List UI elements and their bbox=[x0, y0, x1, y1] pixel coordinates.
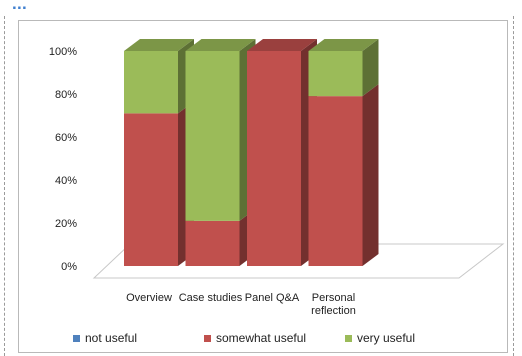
bar-overview-very-useful-front bbox=[124, 51, 178, 114]
legend-label-somewhat-useful: somewhat useful bbox=[216, 331, 306, 345]
bar-overview-somewhat-useful-front bbox=[124, 113, 178, 266]
x-label-overview: Overview bbox=[126, 292, 172, 304]
legend-swatch-somewhat-useful bbox=[204, 335, 211, 342]
y-tick-label-100: 100% bbox=[49, 46, 77, 58]
top-band: ... bbox=[0, 0, 522, 16]
y-tick-label-60: 60% bbox=[55, 132, 77, 144]
y-tick-label-0: 0% bbox=[61, 261, 77, 273]
x-label-personal-reflection: Personal reflection bbox=[311, 292, 356, 317]
bar-personal-reflection-very-useful-front bbox=[308, 51, 363, 97]
legend: not useful somewhat useful very useful bbox=[73, 331, 415, 345]
legend-swatch-not-useful bbox=[73, 335, 80, 342]
bar-panel-q-a-somewhat-useful-front bbox=[247, 51, 301, 266]
x-label-case-studies: Case studies bbox=[179, 292, 243, 304]
bar-case-studies-very-useful-front bbox=[185, 51, 240, 221]
bar-overview-top bbox=[124, 39, 194, 51]
y-tick-label-80: 80% bbox=[55, 89, 77, 101]
legend-label-very-useful: very useful bbox=[357, 331, 415, 345]
x-label-panel-q-a: Panel Q&A bbox=[245, 292, 300, 304]
x-axis-labels: Overview Case studies Panel Q&A Personal ref… bbox=[126, 292, 356, 317]
bar-case-studies-somewhat-useful-front bbox=[185, 220, 240, 266]
y-tick-label-20: 20% bbox=[55, 218, 77, 230]
legend-label-not-useful: not useful bbox=[85, 331, 137, 345]
right-page-border bbox=[513, 16, 514, 356]
y-tick-label-40: 40% bbox=[55, 175, 77, 187]
left-page-border bbox=[4, 16, 5, 356]
bar-personal-reflection-somewhat-useful-front bbox=[308, 96, 363, 267]
bar-personal-reflection-top bbox=[308, 39, 379, 51]
bar-panel-q-a-top bbox=[247, 39, 317, 51]
heading-fragment: ... bbox=[12, 0, 28, 13]
legend-swatch-very-useful bbox=[345, 335, 352, 342]
chart-frame bbox=[18, 20, 508, 353]
y-axis: 0% 20% 40% 60% 80% 100% bbox=[49, 46, 77, 273]
bar-personal-reflection-very-useful-side bbox=[362, 39, 379, 97]
bar-personal-reflection-somewhat-useful-side bbox=[362, 84, 379, 267]
bars bbox=[124, 39, 379, 267]
bar-case-studies-top bbox=[185, 39, 256, 51]
